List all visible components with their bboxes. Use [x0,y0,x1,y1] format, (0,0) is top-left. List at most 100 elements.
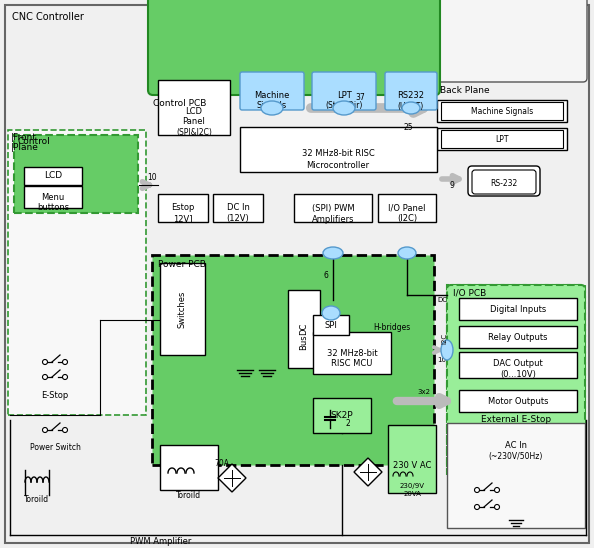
FancyBboxPatch shape [148,0,440,95]
Bar [160,445,218,490]
Text: LCD: LCD [44,172,62,180]
Text: LPT: LPT [495,134,508,144]
Circle shape [494,505,500,510]
Bar [313,315,349,335]
Circle shape [62,427,68,432]
Circle shape [43,359,48,364]
Text: RISC MCU: RISC MCU [331,359,372,368]
Polygon shape [437,100,567,122]
Polygon shape [218,464,246,492]
FancyBboxPatch shape [468,166,540,196]
Circle shape [475,505,479,510]
Text: 6: 6 [324,271,328,279]
Text: DAC Output: DAC Output [493,359,543,368]
Bar [288,290,320,368]
Bar [240,127,437,172]
Text: (12V): (12V) [227,214,249,224]
Text: 32 MHz8-bit RISC: 32 MHz8-bit RISC [302,149,374,157]
Circle shape [475,488,479,493]
Bar [160,263,205,355]
Text: I/O Panel: I/O Panel [388,203,426,213]
Text: 25: 25 [403,123,413,132]
Circle shape [43,374,48,380]
Ellipse shape [441,340,453,360]
Text: 230/9V: 230/9V [400,483,425,489]
Text: Microcontroller: Microcontroller [307,161,369,169]
Bar [294,194,372,222]
Text: DC: DC [299,323,308,335]
Text: Signals: Signals [257,100,287,110]
Text: (SPI&I2C): (SPI&I2C) [176,128,212,138]
Bar [459,326,577,348]
Text: Power Switch: Power Switch [30,443,80,453]
Ellipse shape [322,306,340,320]
Text: SPI: SPI [324,321,337,329]
Text: 2: 2 [346,420,350,429]
Bar [388,425,436,493]
Text: (SPI) PWM: (SPI) PWM [312,203,354,213]
Text: 32 MHz8-bit: 32 MHz8-bit [327,349,377,357]
Polygon shape [354,458,382,486]
Ellipse shape [333,101,355,115]
Polygon shape [437,128,567,150]
Text: buttons: buttons [37,203,69,213]
Bar [313,398,371,433]
Text: 10: 10 [147,174,157,182]
Ellipse shape [261,101,283,115]
Text: 9: 9 [450,180,454,190]
FancyBboxPatch shape [240,72,304,110]
Text: Machine: Machine [254,90,290,100]
Text: 37: 37 [355,93,365,101]
Ellipse shape [398,247,416,259]
Text: Estop: Estop [171,203,195,213]
FancyBboxPatch shape [432,0,587,82]
Circle shape [62,374,68,380]
Bar [447,285,585,475]
Bar [213,194,263,222]
Bar [158,194,208,222]
Text: Bus: Bus [299,334,308,350]
Text: Machine Signals: Machine Signals [471,106,533,116]
Bar [24,167,82,185]
Text: E-Stop: E-Stop [42,391,69,399]
Bar [447,423,585,528]
Circle shape [62,359,68,364]
Circle shape [494,488,500,493]
Text: 12V]: 12V] [173,214,192,224]
Polygon shape [441,102,563,120]
Text: DC In: DC In [226,203,249,213]
Polygon shape [441,130,563,148]
Text: LCD: LCD [185,107,203,117]
Text: SK2P: SK2P [331,412,353,420]
Bar [152,255,434,465]
FancyBboxPatch shape [385,72,437,110]
Text: I/O PCB: I/O PCB [453,289,486,298]
Bar [24,186,82,208]
Text: (Step/Dir): (Step/Dir) [326,101,363,111]
Bar [14,135,138,213]
Bar [8,130,146,415]
Text: (UART): (UART) [398,101,424,111]
Bar [158,80,230,135]
Text: I2C: I2C [441,333,447,344]
Text: H-bridges: H-bridges [373,323,410,332]
Text: Power PCB: Power PCB [158,260,206,269]
Text: 3x2: 3x2 [418,389,431,395]
Text: CNC Controller: CNC Controller [12,12,84,22]
Text: Back Plane: Back Plane [440,86,489,95]
Text: Switches: Switches [178,290,187,328]
Bar [313,332,391,374]
Ellipse shape [323,247,343,259]
Text: PWM Amplifier: PWM Amplifier [130,538,191,546]
Text: Toroild: Toroild [24,494,49,504]
Text: Motor Outputs: Motor Outputs [488,397,548,406]
Bar [378,194,436,222]
Text: (0...10V): (0...10V) [500,370,536,380]
Text: Relay Outputs: Relay Outputs [488,333,548,341]
Text: Digital Inputs: Digital Inputs [490,305,546,313]
Text: 70A: 70A [214,460,229,469]
Text: Menu: Menu [42,192,65,202]
Text: RS232: RS232 [397,90,425,100]
Ellipse shape [402,102,420,114]
FancyBboxPatch shape [312,72,376,110]
